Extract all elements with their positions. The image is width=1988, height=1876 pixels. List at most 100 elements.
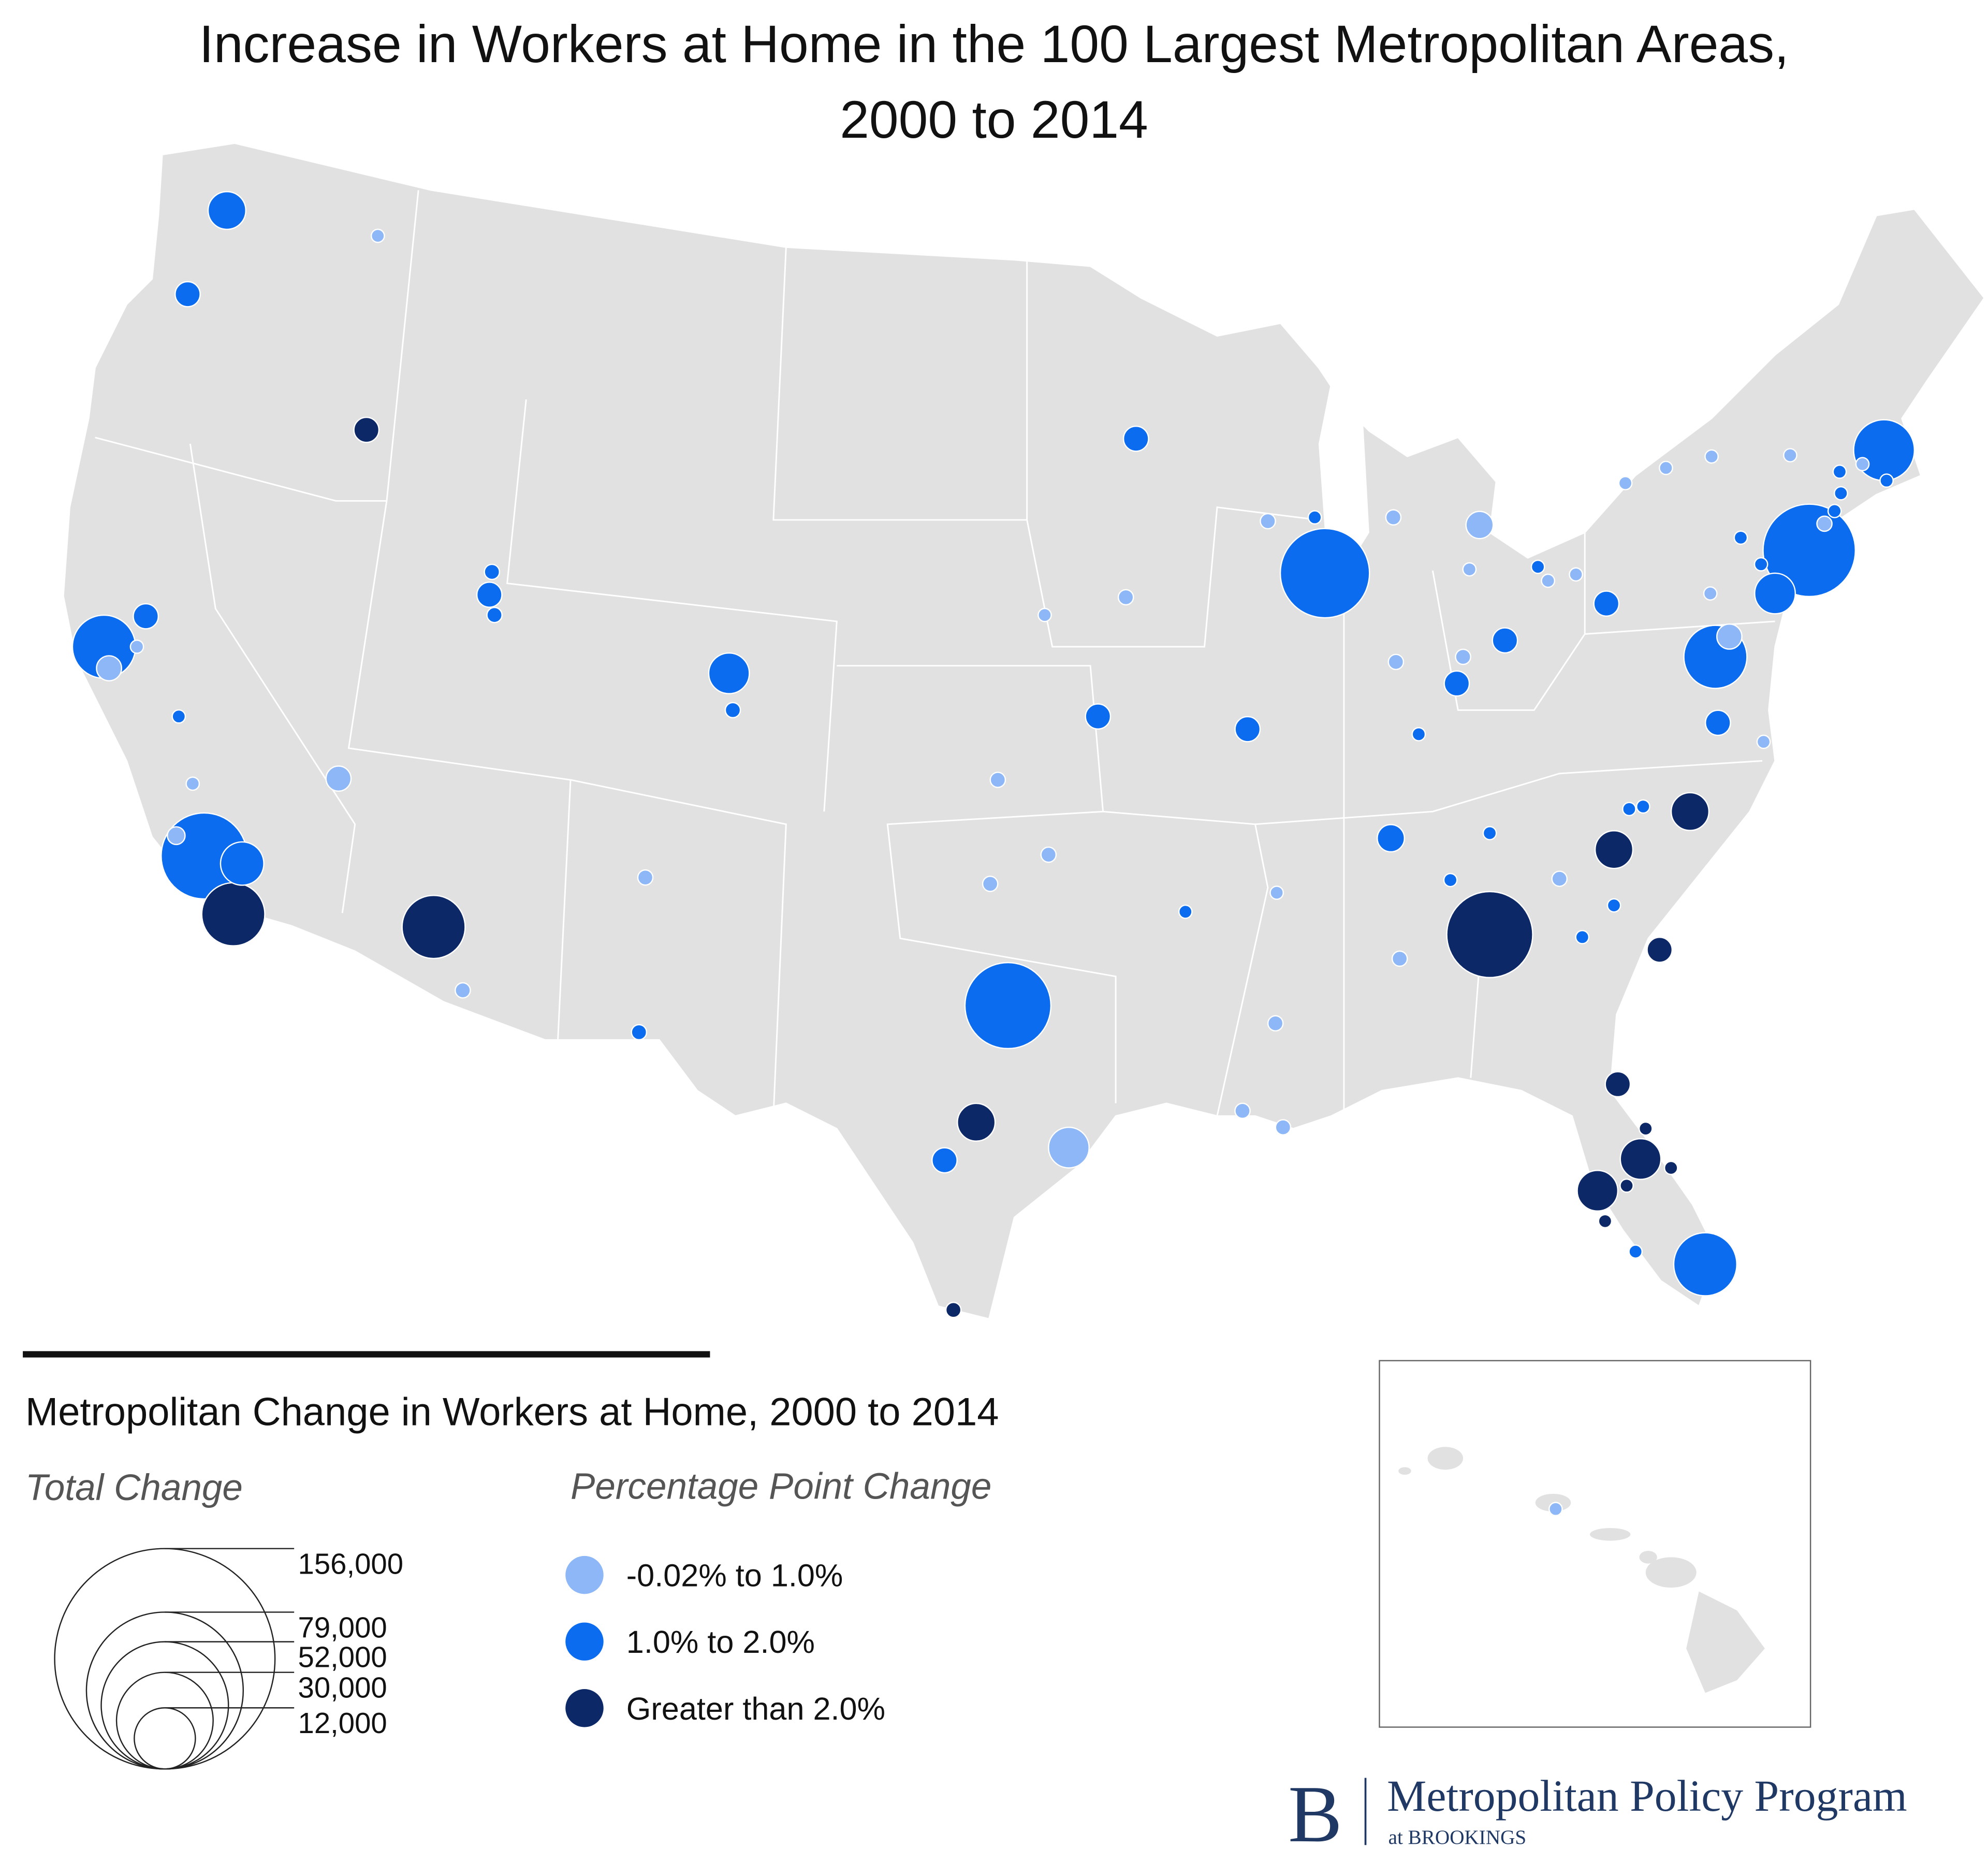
metro-bubble xyxy=(1551,870,1568,887)
metro-bubble xyxy=(1638,1121,1653,1136)
metro-bubble xyxy=(1646,936,1673,963)
metro-bubble xyxy=(1446,891,1533,979)
metro-bubble xyxy=(1234,1102,1251,1119)
metro-bubble xyxy=(1411,727,1426,741)
metro-bubble xyxy=(1783,448,1797,463)
metro-bubble xyxy=(1085,703,1112,730)
metro-bubble xyxy=(1279,528,1370,619)
legend-swatch xyxy=(565,1622,604,1661)
metro-bubble xyxy=(1636,799,1650,814)
size-legend-label: 30,000 xyxy=(298,1671,387,1704)
metro-bubble xyxy=(1576,1170,1619,1212)
metro-bubble xyxy=(484,563,500,580)
metro-bubble xyxy=(455,982,471,999)
metro-bubble xyxy=(637,869,654,886)
metro-bubble xyxy=(1037,607,1052,622)
metro-bubble xyxy=(129,639,144,654)
metro-bubble xyxy=(724,702,741,719)
legend-swatch xyxy=(565,1689,604,1727)
size-legend-circle xyxy=(134,1707,196,1770)
metro-bubble xyxy=(1593,590,1620,617)
metro-bubble xyxy=(1832,464,1847,479)
metro-bubble xyxy=(1663,1160,1678,1175)
metro-bubble xyxy=(1756,734,1771,749)
color-legend-title: Percentage Point Change xyxy=(571,1466,991,1507)
metro-bubble xyxy=(1122,425,1149,452)
metro-bubble xyxy=(325,765,352,792)
metro-bubble xyxy=(1606,898,1621,913)
metro-bubble xyxy=(1716,623,1743,650)
metro-bubble xyxy=(957,1102,996,1142)
metro-bubble xyxy=(1598,1214,1613,1229)
metro-bubble xyxy=(1659,460,1673,475)
legend-label: -0.02% to 1.0% xyxy=(626,1558,843,1593)
metro-bubble xyxy=(207,191,246,230)
metro-bubble xyxy=(964,962,1052,1050)
metro-bubble xyxy=(1492,627,1518,654)
metro-bubble xyxy=(631,1024,648,1041)
lake-michigan xyxy=(1318,380,1369,573)
metro-bubble xyxy=(1040,846,1057,863)
metro-bubble xyxy=(1704,449,1719,464)
metro-bubble xyxy=(1670,792,1710,831)
metro-bubble xyxy=(486,606,503,623)
metro-bubble xyxy=(1762,503,1857,598)
metro-bubble xyxy=(1569,567,1583,582)
hawaii-islands xyxy=(1398,1447,1765,1693)
metro-bubble xyxy=(1048,1126,1090,1169)
metro-bubble xyxy=(1387,653,1405,671)
metro-bubble xyxy=(1275,1119,1292,1136)
metro-bubble xyxy=(1443,670,1470,697)
metro-bubble xyxy=(1117,589,1134,606)
state-borders xyxy=(95,190,1775,1116)
legend-label: 1.0% to 2.0% xyxy=(626,1624,815,1660)
hawaii-inset xyxy=(1379,1360,1811,1728)
metro-bubble xyxy=(1391,950,1408,967)
metro-bubble xyxy=(1619,1178,1634,1193)
metro-bubble xyxy=(1834,486,1848,501)
metro-bubble xyxy=(1455,648,1471,665)
metro-bubble xyxy=(1816,515,1833,532)
metro-bubble xyxy=(989,772,1006,788)
metro-bubble xyxy=(220,841,265,886)
size-legend-label: 52,000 xyxy=(298,1641,387,1674)
metro-bubble xyxy=(1269,885,1284,900)
metro-bubble xyxy=(1879,473,1894,488)
metro-bubble xyxy=(1594,830,1634,869)
size-legend-circle xyxy=(54,1548,276,1770)
metro-bubble xyxy=(370,228,385,243)
metro-bubble xyxy=(1377,824,1405,853)
metro-bubble xyxy=(1462,562,1477,577)
credit-org: at BROOKINGS xyxy=(1388,1826,1527,1849)
metro-bubble xyxy=(1733,530,1748,545)
metro-bubble xyxy=(1575,929,1590,944)
metro-bubble xyxy=(1260,513,1276,530)
credit-name: Metropolitan Policy Program xyxy=(1387,1771,1907,1821)
metro-bubble xyxy=(174,281,201,308)
metro-bubble xyxy=(1234,716,1261,743)
credit-mark: B xyxy=(1288,1769,1342,1859)
metro-bubble xyxy=(931,1147,958,1174)
metro-bubble xyxy=(1673,1232,1738,1297)
legend-swatch xyxy=(565,1555,604,1594)
metro-bubble xyxy=(1754,572,1796,615)
metro-bubble xyxy=(1307,510,1322,525)
metro-bubble xyxy=(1482,826,1497,840)
metro-bubble xyxy=(708,652,750,694)
size-legend-label: 12,000 xyxy=(298,1707,387,1739)
metro-bubble xyxy=(1619,1138,1662,1180)
size-legend-circle xyxy=(115,1671,214,1770)
metro-bubble xyxy=(1385,509,1402,526)
metro-bubble xyxy=(1622,802,1636,817)
metro-bubble xyxy=(945,1301,962,1318)
size-legend-circle xyxy=(85,1611,244,1770)
metro-bubble xyxy=(1465,511,1494,540)
chart-title: Increase in Workers at Home in the 100 L… xyxy=(199,14,1789,149)
metro-bubble xyxy=(1855,457,1870,472)
metro-bubble xyxy=(171,709,186,724)
metro-bubble xyxy=(1548,1502,1563,1517)
metro-bubble xyxy=(1618,476,1633,490)
size-legend-title: Total Change xyxy=(25,1467,243,1508)
metro-bubble xyxy=(1530,559,1545,574)
